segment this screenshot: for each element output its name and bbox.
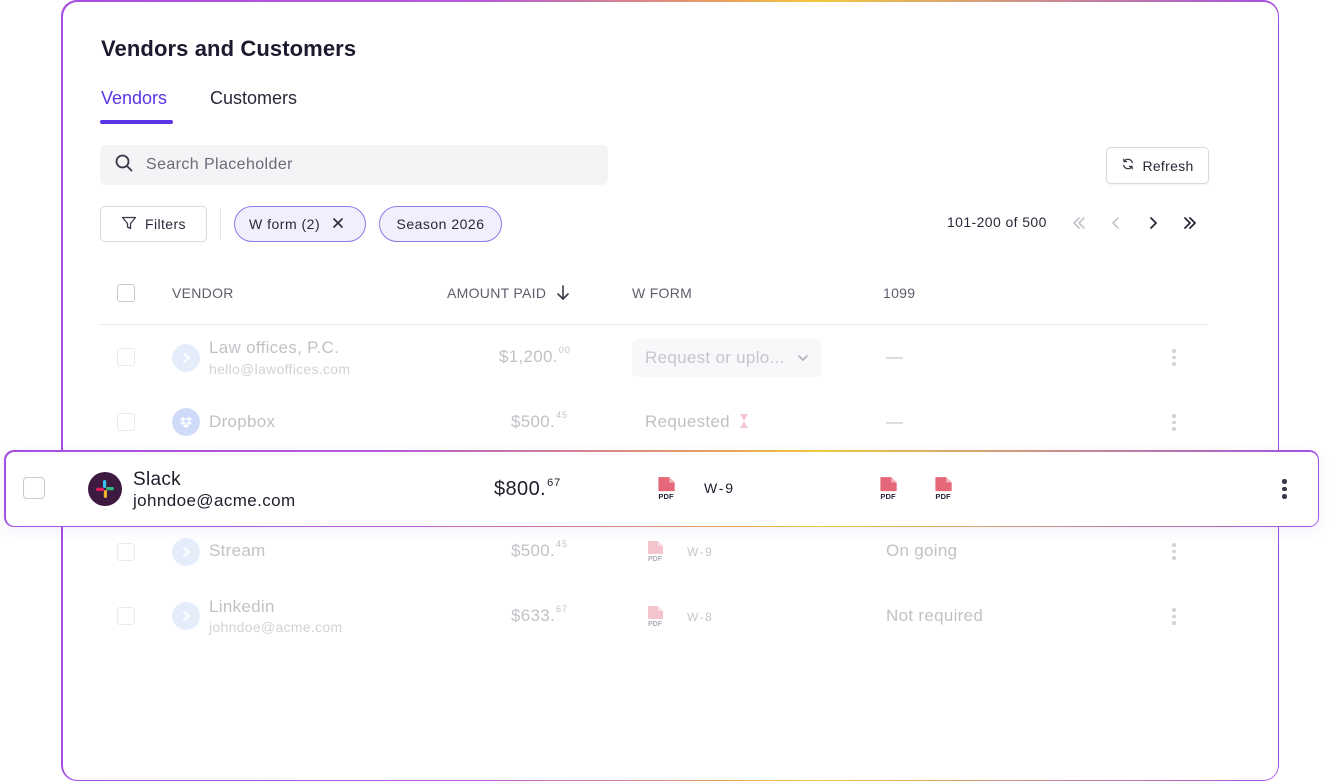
hourglass-icon — [739, 413, 749, 434]
prev-page-icon[interactable] — [1106, 213, 1126, 233]
filter-icon — [121, 215, 137, 234]
filters-label: Filters — [145, 216, 186, 232]
amount-paid: $633.67 — [511, 604, 569, 625]
w-form-type: W-9 — [687, 545, 714, 559]
chevron-avatar — [172, 602, 200, 630]
form-1099-status: — — [886, 412, 904, 431]
w-form-status: Requested — [645, 412, 730, 431]
row-checkbox[interactable] — [117, 543, 135, 561]
svg-text:PDF: PDF — [658, 492, 674, 501]
form-1099-status: On going — [886, 541, 958, 560]
filter-chip-season[interactable]: Season 2026 — [379, 206, 502, 242]
chevron-avatar — [172, 538, 200, 566]
column-header-amount-paid[interactable]: AMOUNT PAID — [447, 285, 547, 301]
more-vertical-icon[interactable] — [1172, 414, 1176, 434]
close-icon[interactable] — [332, 216, 344, 232]
vendor-email: hello@lawoffices.com — [209, 361, 351, 377]
chevron-avatar — [172, 344, 200, 372]
svg-text:PDF: PDF — [880, 492, 896, 501]
search-bar[interactable] — [100, 145, 608, 185]
row-checkbox[interactable] — [23, 477, 45, 499]
dropbox-avatar — [172, 408, 200, 436]
more-vertical-icon[interactable] — [1282, 479, 1287, 502]
filter-chip-w-form[interactable]: W form (2) — [234, 206, 366, 242]
more-vertical-icon[interactable] — [1172, 608, 1176, 628]
pdf-file-icon[interactable]: PDF — [644, 540, 666, 564]
chip-label: Season 2026 — [396, 216, 485, 232]
next-page-icon[interactable] — [1143, 213, 1163, 233]
select-all-checkbox[interactable] — [117, 284, 135, 302]
amount-paid: $800.67 — [494, 477, 562, 500]
column-header-w-form[interactable]: W FORM — [632, 285, 693, 301]
vendor-name: Slack — [133, 469, 181, 490]
more-vertical-icon[interactable] — [1172, 543, 1176, 563]
page-title: Vendors and Customers — [101, 36, 357, 61]
active-tab-indicator — [100, 120, 173, 124]
form-1099-status: — — [886, 347, 904, 366]
slack-logo — [88, 472, 122, 506]
row-checkbox[interactable] — [117, 413, 135, 431]
amount-paid: $500.45 — [511, 539, 569, 560]
header-divider — [100, 324, 1208, 325]
svg-text:PDF: PDF — [648, 556, 663, 563]
search-input[interactable] — [146, 156, 546, 174]
row-checkbox[interactable] — [117, 348, 135, 366]
chip-label: W form (2) — [249, 216, 321, 232]
tab-customers[interactable]: Customers — [210, 88, 298, 108]
w-form-type: W-9 — [704, 480, 735, 496]
pdf-file-icon[interactable]: PDF — [644, 605, 666, 629]
column-header-1099[interactable]: 1099 — [883, 285, 916, 301]
w-form-type: W-8 — [687, 610, 714, 624]
form-1099-status: Not required — [886, 606, 984, 625]
chevron-down-icon — [798, 355, 808, 361]
vendor-email: johndoe@acme.com — [133, 491, 296, 510]
pagination-range: 101-200 of 500 — [947, 214, 1047, 230]
filters-button[interactable]: Filters — [100, 206, 207, 242]
last-page-icon[interactable] — [1180, 213, 1200, 233]
vendor-name: Law offices, P.C. — [209, 338, 340, 357]
search-icon — [114, 153, 134, 178]
tab-vendors[interactable]: Vendors — [101, 88, 168, 108]
refresh-icon — [1121, 157, 1135, 174]
filter-divider — [220, 208, 221, 240]
column-header-vendor[interactable]: VENDOR — [172, 285, 234, 301]
vendor-email: johndoe@acme.com — [209, 619, 343, 635]
amount-paid: $500.45 — [511, 410, 569, 431]
w-form-select[interactable]: Request or uplo... — [632, 339, 822, 377]
sort-descending-icon[interactable] — [555, 284, 571, 307]
pdf-file-icon[interactable]: PDF — [931, 476, 955, 502]
vendor-name: Linkedin — [209, 597, 275, 616]
vendors-customers-card — [61, 0, 1279, 781]
row-checkbox[interactable] — [117, 607, 135, 625]
amount-paid: $1,200.00 — [499, 345, 571, 366]
pdf-file-icon[interactable]: PDF — [654, 476, 678, 502]
card-body — [62, 1, 1278, 780]
refresh-button[interactable]: Refresh — [1106, 147, 1209, 184]
svg-text:PDF: PDF — [935, 492, 951, 501]
vendor-name: Stream — [209, 541, 266, 560]
more-vertical-icon[interactable] — [1172, 349, 1176, 369]
svg-text:PDF: PDF — [648, 621, 663, 628]
pdf-file-icon[interactable]: PDF — [876, 476, 900, 502]
vendor-name: Dropbox — [209, 412, 276, 431]
refresh-label: Refresh — [1142, 157, 1194, 174]
first-page-icon[interactable] — [1069, 213, 1089, 233]
